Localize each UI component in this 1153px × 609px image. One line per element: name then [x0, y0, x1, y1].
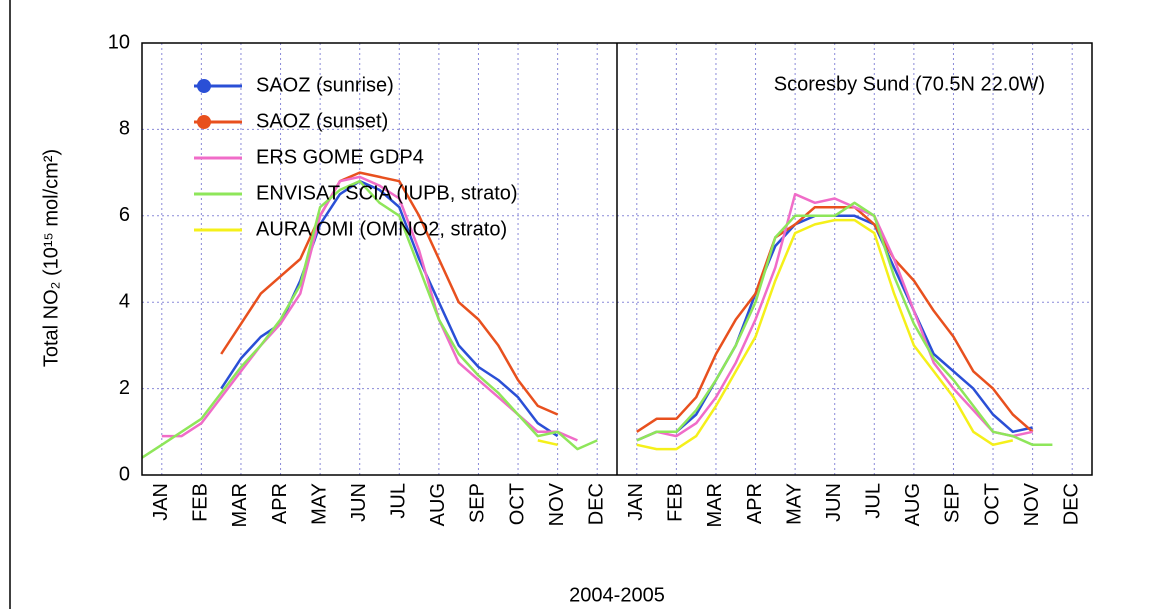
- legend-label: SAOZ (sunset): [256, 110, 388, 132]
- x-tick-label: OCT: [981, 483, 1003, 525]
- y-tick-label: 8: [119, 118, 130, 140]
- y-tick-label: 2: [119, 377, 130, 399]
- x-tick-label: JAN: [625, 483, 647, 521]
- x-tick-label: DEC: [1060, 483, 1082, 525]
- x-tick-label: MAR: [704, 483, 726, 527]
- x-tick-label: FEB: [190, 483, 212, 522]
- x-tick-label: OCT: [506, 483, 528, 525]
- y-tick-label: 6: [119, 204, 130, 226]
- x-tick-label: FEB: [665, 483, 687, 522]
- series-line: [141, 179, 1053, 459]
- legend-label: AURA OMI (OMNO2, strato): [256, 218, 507, 240]
- legend-label: ENVISAT SCIA (IUPB, strato): [256, 182, 518, 204]
- y-tick-label: 4: [119, 290, 130, 312]
- x-tick-label: AUG: [902, 483, 924, 526]
- x-tick-label: NOV: [546, 482, 568, 526]
- x-tick-label: JUL: [388, 483, 410, 519]
- y-tick-label: 10: [108, 31, 130, 53]
- legend-label: ERS GOME GDP4: [256, 146, 424, 168]
- legend-marker: [197, 79, 211, 93]
- x-tick-label: SEP: [467, 483, 489, 523]
- y-axis-label: Total NO₂ (10¹⁵ mol/cm²): [40, 149, 62, 367]
- legend-marker: [197, 115, 211, 129]
- x-tick-label: MAY: [783, 483, 805, 525]
- x-tick-label: APR: [269, 483, 291, 524]
- x-tick-label: JAN: [150, 483, 172, 521]
- x-tick-label: AUG: [427, 483, 449, 526]
- series-line: [161, 175, 1033, 442]
- x-tick-label: NOV: [1021, 482, 1043, 526]
- series-line: [537, 218, 1014, 451]
- y-tick-label: 0: [119, 463, 130, 485]
- x-tick-label: SEP: [942, 483, 964, 523]
- x-tick-label: MAR: [229, 483, 251, 527]
- annotation: Scoresby Sund (70.5N 22.0W): [774, 73, 1045, 95]
- x-tick-label: DEC: [585, 483, 607, 525]
- x-tick-label: MAY: [308, 483, 330, 525]
- x-tick-label: JUN: [823, 483, 845, 522]
- x-axis-label: 2004-2005: [569, 584, 665, 606]
- x-tick-label: JUL: [863, 483, 885, 519]
- x-tick-label: APR: [744, 483, 766, 524]
- x-tick-label: JUN: [348, 483, 370, 522]
- series-line: [220, 171, 1034, 433]
- legend-label: SAOZ (sunrise): [256, 74, 394, 96]
